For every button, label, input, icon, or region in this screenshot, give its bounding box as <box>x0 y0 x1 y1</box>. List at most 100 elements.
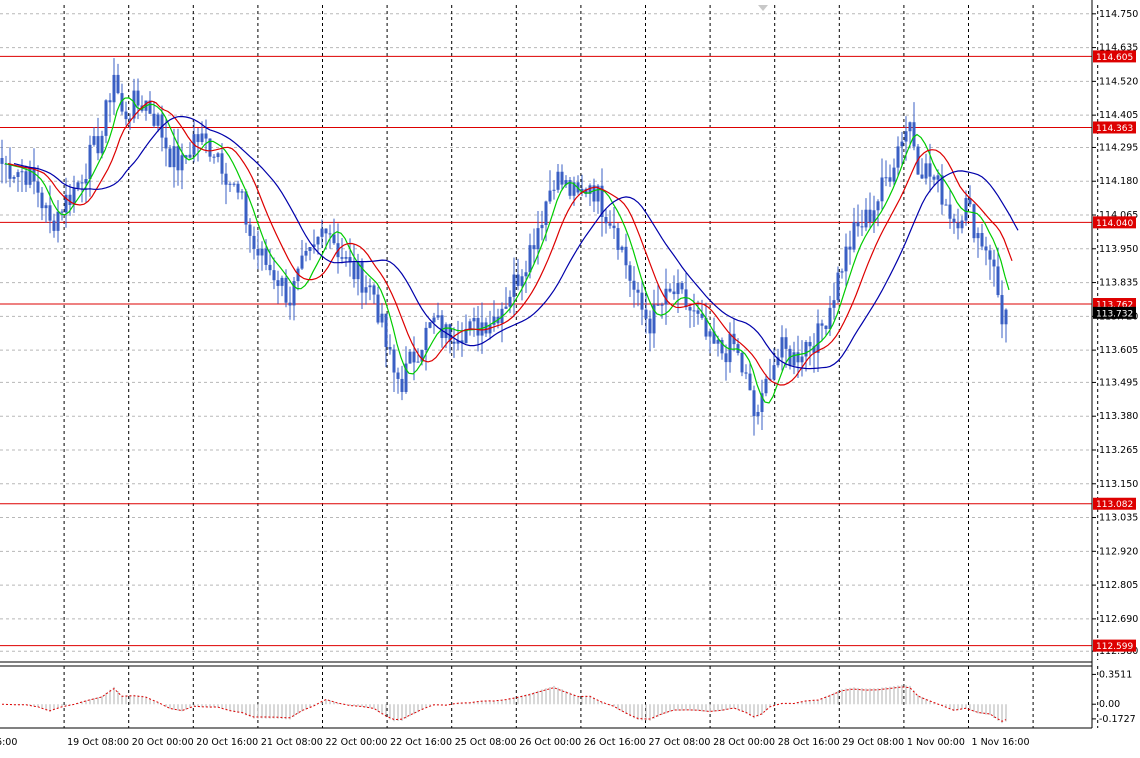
candle-body <box>652 304 656 334</box>
candle-body <box>344 257 348 259</box>
y-tick-label: 112.920 <box>1099 546 1138 557</box>
candle-body <box>464 328 468 344</box>
candle-body <box>860 226 864 228</box>
candle-body <box>340 257 344 259</box>
candle-body <box>940 175 944 205</box>
candle-body <box>712 331 716 344</box>
candle-body <box>368 285 372 288</box>
candle-body <box>812 346 816 353</box>
candle-body <box>832 300 836 308</box>
candle-body <box>600 185 604 217</box>
candle-body <box>484 322 488 334</box>
candle-body <box>976 233 980 239</box>
x-tick-label: 26 Oct 00:00 <box>519 737 581 748</box>
candle-body <box>688 307 692 311</box>
candle-body <box>204 133 208 139</box>
x-tick-label: 19 Oct 08:00 <box>67 737 129 748</box>
candle-body <box>660 304 664 306</box>
candle-body <box>920 174 924 179</box>
y-tick-label: 114.750 <box>1099 9 1138 20</box>
candle-body <box>48 205 52 221</box>
candle-body <box>400 378 404 392</box>
candle-body <box>444 324 448 338</box>
candle-body <box>584 188 588 194</box>
candle-body <box>904 131 908 142</box>
candle-body <box>100 135 104 154</box>
candle-body <box>220 153 224 174</box>
candle-body <box>728 333 732 363</box>
candle-body <box>284 277 288 303</box>
candle-body <box>404 363 408 392</box>
candle-body <box>260 248 264 256</box>
candle-body <box>416 361 420 363</box>
candle-body <box>612 225 616 229</box>
candle-body <box>460 340 464 344</box>
candle-body <box>292 281 296 306</box>
candle-body <box>912 122 916 147</box>
candle-body <box>156 114 160 126</box>
candle-body <box>648 318 652 334</box>
shift-marker-icon <box>758 5 768 11</box>
candle-body <box>332 234 336 244</box>
x-tick-label: 20 Oct 16:00 <box>196 737 258 748</box>
y-tick-label: 114.295 <box>1099 142 1138 153</box>
candle-body <box>692 310 696 312</box>
candle-body <box>632 280 636 290</box>
candle-body <box>72 188 76 205</box>
ma-line <box>7 100 1013 386</box>
level-tag <box>1093 216 1136 229</box>
candle-body <box>184 155 188 158</box>
candle-body <box>804 341 808 357</box>
candle-body <box>524 272 528 277</box>
candle-body <box>0 158 4 164</box>
candle-body <box>188 154 192 158</box>
y-tick-label: 113.265 <box>1099 445 1138 456</box>
osc-tick-label: 0.3511 <box>1099 669 1132 680</box>
level-tag-label: 112.599 <box>1096 642 1133 652</box>
candle-body <box>744 372 748 374</box>
candle-body <box>112 74 116 103</box>
ma-line <box>13 115 1019 370</box>
candle-body <box>796 352 800 363</box>
candle-body <box>84 179 88 184</box>
bid-tag <box>1093 306 1136 319</box>
candle-body <box>196 134 200 143</box>
candle-body <box>164 137 168 149</box>
candle-body <box>424 327 428 350</box>
candle-body <box>608 223 612 226</box>
candle-body <box>208 138 212 157</box>
x-tick-label: 29 Oct 08:00 <box>842 737 904 748</box>
candle-body <box>988 250 992 260</box>
y-tick-label: 113.835 <box>1099 278 1138 289</box>
candle-body <box>244 191 248 225</box>
candle-body <box>468 321 472 329</box>
candle-body <box>56 211 60 231</box>
candle-body <box>356 261 360 280</box>
candle-body <box>236 183 240 193</box>
level-tag-label: 114.040 <box>1096 219 1133 229</box>
x-tick-label: 1 Nov 00:00 <box>907 737 965 748</box>
candle-body <box>664 288 668 305</box>
y-tick-label: 113.605 <box>1099 345 1138 356</box>
candle-body <box>384 313 388 348</box>
candle-body <box>88 144 92 180</box>
candle-body <box>772 365 776 380</box>
candle-body <box>900 141 904 147</box>
candle-body <box>440 315 444 338</box>
osc-tick-label: -0.1727 <box>1099 714 1136 725</box>
candle-body <box>96 136 100 154</box>
candle-body <box>92 136 96 145</box>
candle-body <box>452 341 456 344</box>
candle-body <box>960 220 964 229</box>
candle-body <box>800 356 804 363</box>
candle-body <box>1000 295 1004 325</box>
moving-averages <box>4 97 1019 404</box>
candle-body <box>124 111 128 120</box>
y-tick-label: 114.405 <box>1099 110 1138 121</box>
candle-body <box>592 185 596 202</box>
level-tag-label: 114.363 <box>1096 124 1133 134</box>
candle-body <box>624 246 628 266</box>
candle-body <box>224 173 228 185</box>
candle-body <box>880 177 884 202</box>
